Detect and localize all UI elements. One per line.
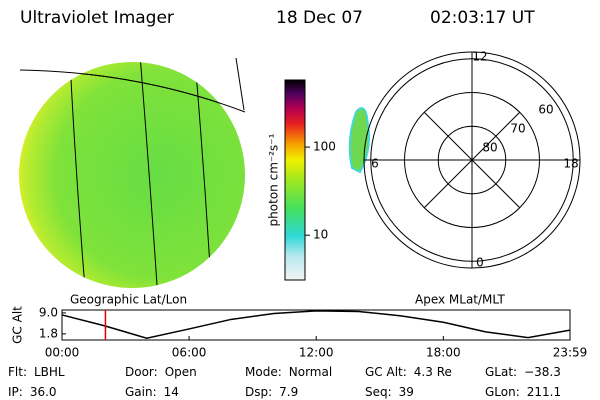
status-item: Gain: 14 [125,385,179,399]
status-value: 14 [164,385,179,399]
polar-ring [437,125,507,195]
polar-ring [404,92,540,228]
status-label: Flt: [8,365,27,379]
y-tick-label: 1.8 [39,326,58,340]
status-item: Flt: LBHL [8,365,65,379]
x-tick-label: 06:00 [172,346,207,360]
status-value: 39 [399,385,414,399]
x-tick-label: 23:59 [553,346,588,360]
status-label: Door: [125,365,158,379]
earth-image [19,57,246,288]
status-value: 4.3 Re [414,365,452,379]
mlt-label: 18 [563,157,578,171]
status-label: Seq: [365,385,392,399]
geo-label: Geographic Lat/Lon [70,293,187,307]
instrument: Ultraviolet Imager [20,8,174,28]
date: 18 Dec 07 [276,8,363,28]
x-tick-label: 12:00 [299,346,334,360]
mlt-label: 6 [371,157,379,171]
polar-ring-label: 60 [538,103,553,117]
status-item: Dsp: 7.9 [245,385,298,399]
status-value: Normal [289,365,332,379]
status-label: GLat: [485,365,517,379]
polar-ring-label: 70 [510,121,525,135]
x-tick-label: 00:00 [45,346,80,360]
colorbar [284,79,306,281]
status-item: Seq: 39 [365,385,414,399]
status-value: 7.9 [279,385,298,399]
status-item: GLon: 211.1 [485,385,561,399]
status-label: GC Alt: [365,365,407,379]
status-value: LBHL [34,365,65,379]
colorbar-tick-label: 100 [313,140,336,154]
status-item: IP: 36.0 [8,385,57,399]
status-label: Mode: [245,365,282,379]
mlt-label: 12 [472,50,487,64]
status-value: −38.3 [524,365,561,379]
status-value: 36.0 [30,385,57,399]
polar-diagonal [423,111,521,209]
x-tick-label: 18:00 [426,346,461,360]
time: 02:03:17 UT [430,8,535,28]
polar-ring-label: 80 [482,140,497,154]
y-tick-label: 9.0 [39,305,58,319]
status-item: GLat: −38.3 [485,365,561,379]
polar-label: Apex MLat/MLT [415,293,505,307]
orbit-line [61,310,571,340]
colorbar-label: photon cm⁻²s⁻¹ [267,133,281,226]
status-block: Flt: LBHL Door: Open Mode: Normal GC Alt: 4.3 R… [8,365,561,399]
status-value: 211.1 [527,385,561,399]
status-item: Door: Open [125,365,197,379]
status-label: IP: [8,385,23,399]
polar-ring [370,58,574,262]
y-axis-label: GC Alt [11,306,25,344]
mlt-label: 0 [476,256,484,270]
status-label: Gain: [125,385,157,399]
status-item: GC Alt: 4.3 Re [365,365,452,379]
status-item: Mode: Normal [245,365,332,379]
status-value: Open [165,365,197,379]
status-label: Dsp: [245,385,272,399]
status-label: GLon: [485,385,520,399]
colorbar-tick-label: 10 [313,228,328,242]
